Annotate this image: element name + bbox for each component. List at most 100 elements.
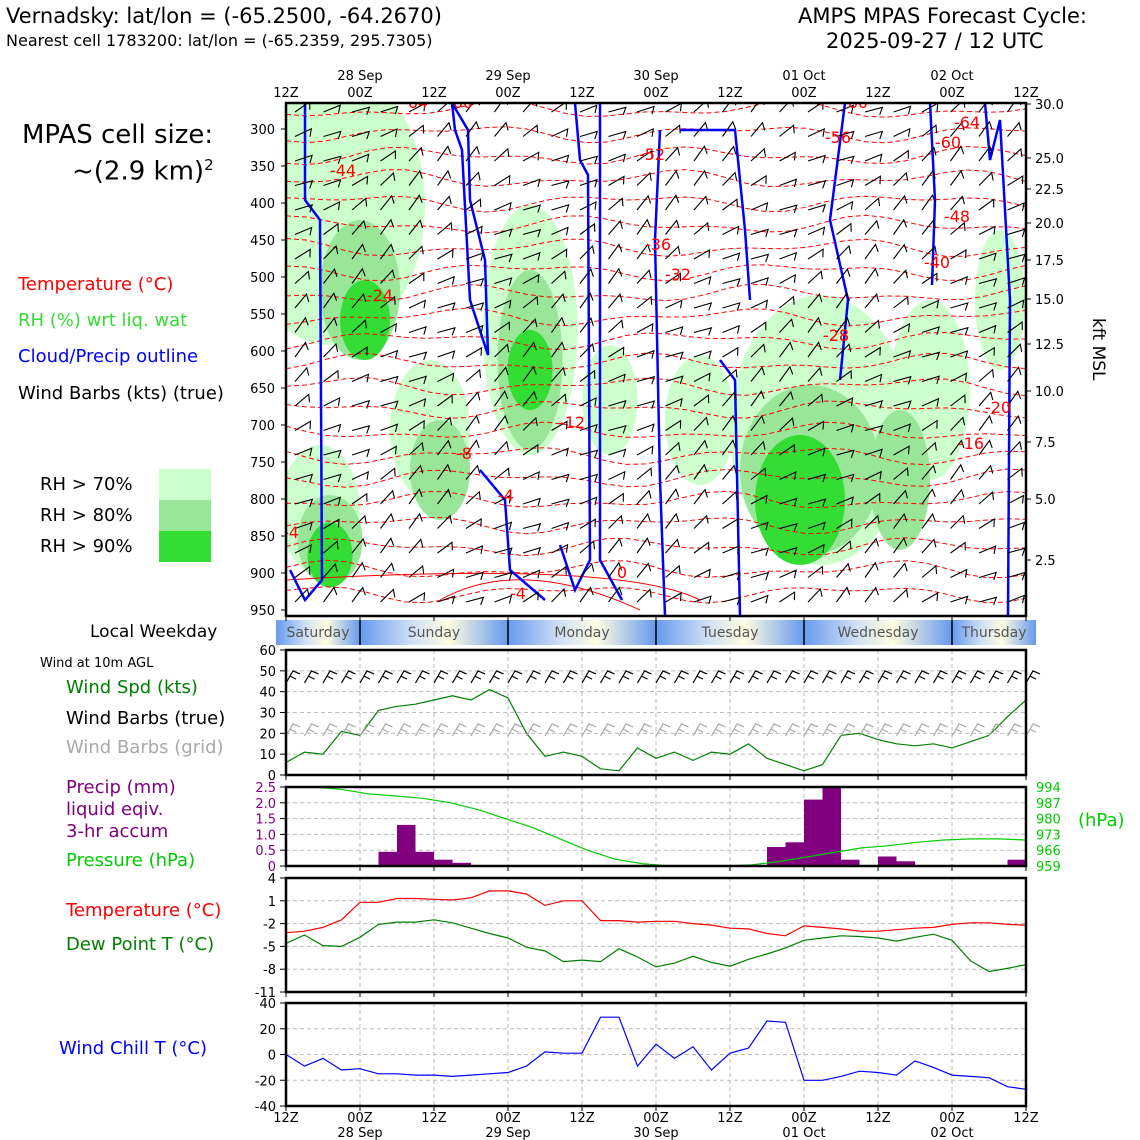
height-tick: 25.0 <box>1035 152 1064 167</box>
wind-barb <box>608 130 627 140</box>
dew-panel-label: Dew Point T (°C) <box>66 934 215 955</box>
wind-barb-true <box>803 670 819 684</box>
wind-barb <box>608 470 626 480</box>
wind-barb <box>579 200 597 211</box>
wind-barb <box>636 171 652 186</box>
wind-barb <box>608 399 627 409</box>
wind-barb <box>950 145 965 162</box>
wind-barb <box>665 488 680 505</box>
wind-barb <box>351 399 371 409</box>
wind-barb <box>779 273 796 284</box>
wind-barb <box>950 221 966 235</box>
wind-barb <box>437 463 452 480</box>
temp-ytick: 4 <box>268 872 276 887</box>
wind-barb <box>722 391 737 407</box>
wind-barb <box>665 326 684 335</box>
wind-barb <box>323 369 339 382</box>
cloud-outline-4 <box>828 103 850 381</box>
wind-barb-true <box>914 670 930 684</box>
wind-barb <box>579 423 598 433</box>
isotherm-label: -40 <box>924 253 950 272</box>
wind-barb-true <box>655 670 671 684</box>
wind-barb <box>636 322 654 333</box>
precip-ytick: 0.5 <box>255 844 276 859</box>
wind-barb <box>665 169 680 186</box>
wind-barb <box>323 562 338 578</box>
temp-panel-label: Temperature (°C) <box>66 900 222 921</box>
wind-barb <box>579 540 596 554</box>
top-hour-tick: 00Z <box>939 86 965 101</box>
wind-barb <box>779 390 794 407</box>
wind-barb <box>522 569 541 579</box>
wind-barb-true <box>322 670 338 684</box>
wind-barb <box>551 270 567 284</box>
wind-barb <box>494 277 513 286</box>
wind-barb-true <box>766 670 782 684</box>
wind-barb <box>978 414 993 431</box>
wind-barb <box>437 121 452 137</box>
wind-barb <box>950 195 965 211</box>
wind-barb-grid <box>581 723 597 737</box>
isotherm-15 <box>286 447 1026 466</box>
isotherm-label: -36 <box>645 235 671 254</box>
wind-barb <box>779 365 794 382</box>
wind-barb <box>551 587 567 603</box>
wind-barb <box>408 538 424 554</box>
weekday-name: Monday <box>554 625 609 641</box>
pressure-tick: 350 <box>250 160 275 175</box>
wind-barb <box>864 130 884 140</box>
wind-ytick: 60 <box>259 644 276 659</box>
wind-barb <box>465 596 485 606</box>
wind-barb <box>323 423 342 433</box>
wind-barb <box>323 104 341 114</box>
wind-barb-true <box>396 670 412 684</box>
wind-barb-grid <box>895 723 911 737</box>
wind-ytick: 0 <box>268 769 276 784</box>
wind-barb <box>807 587 823 603</box>
wind-barb <box>807 127 826 137</box>
wind-barb <box>807 270 823 284</box>
wind-barb <box>551 203 570 213</box>
wind-barb-grid <box>1006 723 1022 737</box>
wind-barb <box>864 293 880 309</box>
wind-barb-true <box>821 670 837 684</box>
wind-barb <box>608 586 623 603</box>
wind-barb <box>551 316 566 333</box>
wind-barb <box>921 538 937 554</box>
wind-barb <box>978 346 996 358</box>
height-tick: 12.5 <box>1035 338 1064 353</box>
wind-barb <box>608 346 625 358</box>
bottom-date-tick: 02 Oct <box>930 1126 973 1140</box>
wind-barb <box>294 226 313 236</box>
wind-barb <box>294 366 310 382</box>
wind-barb <box>294 393 311 407</box>
wind-barb <box>722 414 737 431</box>
wind-barb <box>380 243 395 260</box>
wind-barb-true <box>581 670 597 684</box>
isotherm-0 <box>286 103 1026 118</box>
wind-barb <box>836 155 855 164</box>
wind-barb <box>978 324 997 334</box>
wind-barb <box>494 547 513 556</box>
wind-barb-grid <box>729 723 745 737</box>
wind-barb <box>551 226 569 236</box>
wind-barb <box>864 319 880 333</box>
cloud-outline-2 <box>558 103 592 594</box>
wind-barb <box>494 321 510 333</box>
wind-barb <box>1007 467 1023 480</box>
bottom-hour-tick: 12Z <box>717 1111 743 1126</box>
wind-barb <box>693 488 709 505</box>
isotherm-14 <box>286 421 1026 439</box>
pressure-ytick: 966 <box>1036 844 1061 859</box>
height-tick: 22.5 <box>1035 183 1064 198</box>
legend-rh: RH (%) wrt liq. wat <box>18 310 188 331</box>
wind-barb <box>921 245 937 260</box>
wind-barb <box>693 145 708 162</box>
wind-barb <box>437 350 456 359</box>
wind-barb <box>380 128 398 138</box>
wind-barb <box>1007 521 1026 531</box>
wind-barb <box>465 225 483 235</box>
height-tick: 15.0 <box>1035 293 1064 308</box>
bottom-hour-tick: 00Z <box>939 1111 965 1126</box>
wind-barb <box>579 268 594 284</box>
